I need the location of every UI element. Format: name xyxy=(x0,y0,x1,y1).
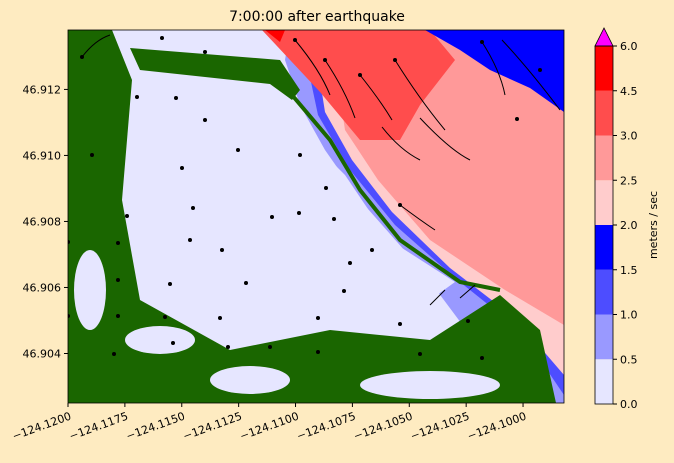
map-field xyxy=(68,30,564,403)
colorbar-tick-label: 1.0 xyxy=(620,309,638,322)
x-tick-label: −124.1075 xyxy=(295,410,357,443)
y-tick-label: 46.904 xyxy=(23,347,62,360)
y-tick-label: 46.912 xyxy=(23,83,62,96)
x-tick-label: −124.1125 xyxy=(181,410,243,443)
colorbar-tick-label: 3.0 xyxy=(620,130,638,143)
colorbar-band xyxy=(595,314,613,360)
colorbar-tick-label: 2.0 xyxy=(620,219,638,232)
y-tick-label: 46.910 xyxy=(23,149,62,162)
colorbar-band xyxy=(595,180,613,225)
colorbar-band xyxy=(595,359,613,404)
x-tick-label: −124.1175 xyxy=(67,410,129,443)
colorbar-tick-label: 6.0 xyxy=(620,40,638,53)
x-tick-label: −124.1000 xyxy=(466,410,528,443)
colorbar-tick-label: 0.0 xyxy=(620,398,638,411)
colorbar-band xyxy=(595,269,613,315)
colorbar-tick-label: 2.5 xyxy=(620,174,638,187)
x-tick-label: −124.1200 xyxy=(11,410,73,443)
colorbar-band xyxy=(595,46,613,91)
colorbar-tick-label: 1.5 xyxy=(620,264,638,277)
axes-frame xyxy=(67,29,565,404)
colorbar-band xyxy=(595,225,613,270)
y-tick-label: 46.906 xyxy=(23,281,62,294)
chart-title: 7:00:00 after earthquake xyxy=(229,9,405,25)
colorbar-label: meters / sec xyxy=(647,191,660,259)
colorbar-tick-label: 4.5 xyxy=(620,85,638,98)
x-tick-label: −124.1025 xyxy=(409,410,471,443)
x-tick-label: −124.1150 xyxy=(124,410,186,443)
colorbar-band xyxy=(595,90,613,136)
colorbar-tick-label: 0.5 xyxy=(620,353,638,366)
colorbar-extend xyxy=(594,27,614,47)
x-tick-label: −124.1100 xyxy=(238,410,300,443)
colorbar-band xyxy=(595,135,613,181)
y-tick-label: 46.908 xyxy=(23,215,62,228)
x-tick-label: −124.1050 xyxy=(352,410,414,443)
